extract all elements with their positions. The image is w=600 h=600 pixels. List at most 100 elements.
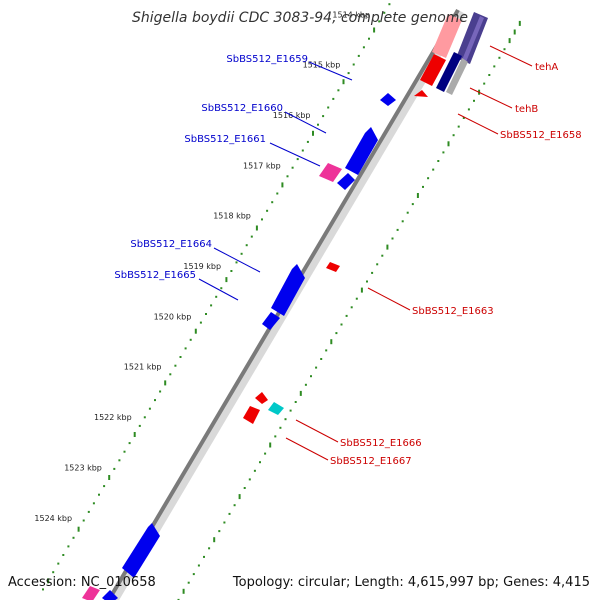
scale-dot	[330, 339, 333, 345]
scale-dot	[342, 79, 345, 85]
scale-dot	[437, 160, 440, 162]
scale-dot	[177, 598, 180, 600]
scale-dot	[187, 581, 190, 584]
scale-dot	[276, 192, 279, 195]
scale-dot	[332, 97, 335, 100]
scale-dot	[148, 407, 151, 410]
gene-label-SbBS512_E1667[interactable]: SbBS512_E1667	[330, 456, 412, 467]
scale-dot	[261, 218, 263, 221]
forward-callouts: SbBS512_E1659 SbBS512_E1660 SbBS512_E166…	[114, 54, 353, 301]
reverse-callouts: tehA tehB SbBS512_E1658 SbBS512_E1663 Sb…	[285, 45, 582, 467]
scale-dot	[215, 295, 218, 298]
gene-label-SbBS512_E1665[interactable]: SbBS512_E1665	[114, 270, 196, 281]
gene-SbBS512_E1658[interactable]	[420, 54, 446, 86]
scale-dot	[315, 366, 318, 369]
scale-dot	[42, 588, 44, 591]
scale-dot	[352, 63, 355, 66]
gene-forward[interactable]	[337, 173, 355, 190]
gene-label-SbBS512_E1664[interactable]: SbBS512_E1664	[130, 239, 212, 250]
gene-label-SbBS512_E1660[interactable]: SbBS512_E1660	[201, 103, 283, 114]
scale-dot	[225, 277, 228, 283]
callout-line	[284, 111, 327, 134]
scale-dot	[179, 356, 182, 358]
gene-SbBS512_E1666[interactable]	[255, 392, 268, 404]
gene-label-SbBS512_E1666[interactable]: SbBS512_E1666	[340, 438, 422, 449]
gene-label-tehA[interactable]: tehA	[535, 62, 558, 73]
gene-cyan[interactable]	[268, 402, 284, 415]
callout-line	[295, 419, 339, 443]
scale-dot	[133, 432, 136, 437]
scale-dot	[174, 364, 177, 367]
scale-dot	[432, 168, 435, 171]
scale-dot	[513, 29, 516, 35]
scale-dot	[488, 74, 491, 76]
scale-dot	[301, 149, 304, 152]
scale-dot	[182, 588, 185, 594]
gene-tehA[interactable]	[462, 16, 484, 62]
gene-label-SbBS512_E1658[interactable]: SbBS512_E1658	[500, 130, 582, 141]
forward-genes	[82, 14, 462, 600]
gene-forward[interactable]	[380, 93, 396, 106]
scale-dot	[503, 48, 506, 51]
scale-dot	[462, 117, 465, 119]
map-title: Shigella boydii CDC 3083-94, complete ge…	[131, 10, 469, 26]
scale-dot	[98, 493, 100, 496]
scale-dot	[218, 530, 221, 533]
callout-line	[269, 142, 321, 167]
scale-dot	[376, 263, 379, 266]
gene-pink[interactable]	[319, 163, 342, 182]
scale-dot	[371, 271, 374, 274]
gene-label-SbBS512_E1659[interactable]: SbBS512_E1659	[226, 54, 308, 65]
gene-forward-SbBS512_E1664[interactable]	[271, 264, 305, 316]
gene-label-SbBS512_E1661[interactable]: SbBS512_E1661	[184, 134, 266, 145]
scale-dot	[406, 211, 409, 214]
scale-dot	[357, 54, 360, 57]
scale-dot	[67, 545, 70, 548]
tick-label: 1523 kbp	[64, 463, 102, 472]
scale-dot	[340, 323, 343, 326]
tick-label: 1521 kbp	[124, 363, 162, 372]
scale-dot	[304, 383, 307, 386]
gene-forward-SbBS512_E1665[interactable]	[262, 312, 280, 330]
scale-dot	[197, 564, 200, 567]
scale-dot	[383, 11, 386, 14]
gene-tehB[interactable]	[436, 52, 462, 92]
scale-dot	[310, 375, 312, 378]
scale-dot	[442, 151, 445, 154]
gene-forward-SbBS512_E1661[interactable]	[345, 127, 378, 175]
scale-dot	[203, 555, 205, 558]
scale-dot	[47, 578, 50, 584]
scale-dot	[220, 287, 223, 290]
scale-dot	[381, 254, 384, 257]
gene-reverse[interactable]	[414, 90, 428, 97]
scale-dot	[259, 461, 261, 464]
gene-forward[interactable]	[432, 14, 462, 58]
gene-SbBS512_E1667[interactable]	[243, 406, 260, 424]
scale-dot	[240, 252, 243, 255]
gene-SbBS512_E1663[interactable]	[326, 262, 340, 272]
scale-dot	[401, 220, 404, 223]
scale-dot	[266, 209, 269, 212]
scale-dot	[317, 123, 319, 126]
gene-forward[interactable]	[122, 523, 160, 578]
scale-dot	[184, 347, 187, 350]
scale-dot	[322, 115, 325, 118]
scale-dot	[416, 193, 419, 198]
callout-line	[457, 113, 499, 135]
gene-label-tehB[interactable]: tehB	[515, 104, 538, 115]
scale-dot	[312, 130, 314, 136]
scale-dot	[192, 573, 195, 576]
scale-dot	[128, 442, 131, 445]
scale-dot	[82, 519, 85, 522]
gene-forward[interactable]	[102, 590, 118, 600]
scale-dot	[223, 521, 226, 524]
scale-dot	[169, 373, 172, 376]
scale-dot	[235, 261, 238, 264]
gene-pink[interactable]	[82, 586, 100, 600]
gene-label-SbBS512_E1663[interactable]: SbBS512_E1663	[412, 306, 494, 317]
scale-dot	[337, 89, 340, 92]
scale-dot	[498, 56, 501, 59]
scale-dot	[62, 554, 65, 556]
tick-label: 1520 kbp	[154, 312, 192, 321]
scale-dot	[388, 3, 391, 6]
